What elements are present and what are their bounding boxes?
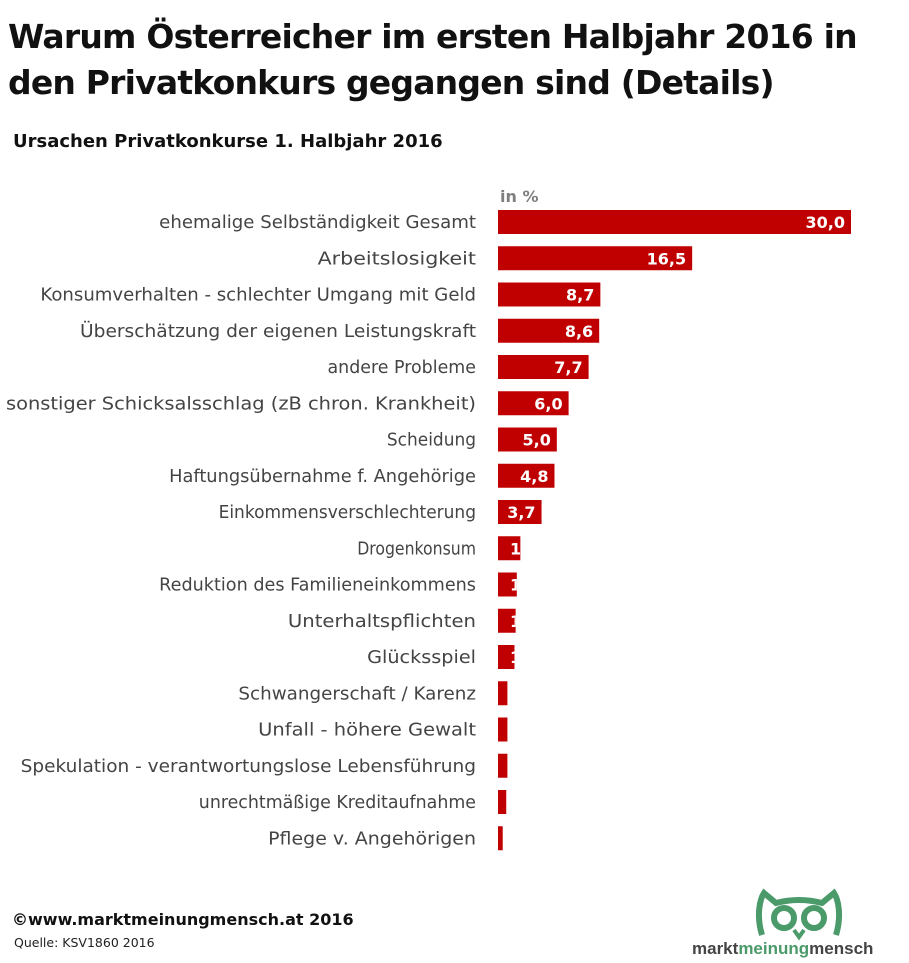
bar [498, 210, 851, 234]
bar [498, 246, 693, 271]
bar [498, 318, 600, 343]
page-title: Warum Österreicher im ersten Halbjahr 20… [8, 17, 858, 102]
bar [498, 391, 569, 416]
logo-mensch: mensch [809, 939, 873, 958]
bar [498, 427, 557, 452]
category-label: Einkommensverschlechterung [219, 503, 476, 523]
category-label: Unterhaltspflichten [288, 612, 476, 632]
category-label: Überschätzung der eigenen Leistungskraft [80, 320, 476, 342]
data-label: 8,7 [566, 286, 594, 305]
category-label: Spekulation - verantwortungslose Lebensf… [21, 757, 476, 777]
logo-markt: markt [692, 939, 739, 958]
category-label: Schwangerschaft / Karenz [238, 684, 476, 704]
category-label: Drogenkonsum [357, 539, 476, 559]
bar [498, 753, 508, 778]
source-note: Quelle: KSV1860 2016 [14, 935, 155, 950]
bar [498, 681, 508, 706]
category-label: andere Probleme [328, 358, 477, 378]
svg-text:marktmeinungmensch: marktmeinungmensch [692, 939, 873, 958]
category-label: Konsumverhalten - schlechter Umgang mit … [40, 286, 476, 306]
logo-meinung: meinung [738, 939, 809, 958]
data-label: 3,7 [507, 503, 535, 522]
bar [498, 500, 542, 524]
bar [498, 355, 589, 379]
copyright: ©www.marktmeinungmensch.at 2016 [12, 910, 354, 929]
data-label: 6,0 [534, 394, 562, 413]
logo: marktmeinungmensch [692, 888, 873, 958]
data-label: 16,5 [647, 249, 686, 268]
category-label: Haftungsübernahme f. Angehörige [169, 467, 476, 487]
category-label: Glücksspiel [367, 648, 476, 668]
data-label: 1 [510, 648, 521, 667]
category-label: Reduktion des Familieneinkommens [159, 576, 476, 596]
category-label: Scheidung [387, 431, 476, 451]
data-label: 1 [510, 612, 521, 631]
category-label: Unfall - höhere Gewalt [258, 721, 476, 741]
owl-icon [755, 888, 843, 941]
bar [498, 645, 515, 669]
category-label: Pflege v. Angehörigen [268, 829, 476, 849]
chart-subtitle: Ursachen Privatkonkurse 1. Halbjahr 2016 [13, 131, 443, 152]
data-label: 30,0 [806, 213, 845, 232]
data-label: 7,7 [554, 358, 582, 377]
category-label: unrechtmäßige Kreditaufnahme [199, 793, 476, 813]
category-label: Arbeitslosigkeit [318, 249, 477, 269]
bar [498, 790, 507, 814]
bar [498, 282, 601, 307]
data-label: 1 [510, 576, 521, 595]
bar [498, 463, 555, 488]
bar [498, 826, 503, 851]
unit-label: in % [500, 187, 539, 206]
data-label: 1 [510, 539, 521, 558]
bar [498, 536, 521, 561]
category-label: sonstiger Schicksalsschlag (zB chron. Kr… [6, 394, 476, 414]
bar [498, 717, 508, 742]
data-label: 8,6 [565, 322, 593, 341]
category-label: ehemalige Selbständigkeit Gesamt [159, 213, 476, 233]
data-label: 4,8 [520, 467, 548, 486]
data-label: 5,0 [522, 431, 550, 450]
bar-chart: ehemalige Selbständigkeit Gesamt 30,0 Arbe… [6, 210, 851, 851]
bar [498, 608, 516, 633]
bar [498, 572, 517, 597]
